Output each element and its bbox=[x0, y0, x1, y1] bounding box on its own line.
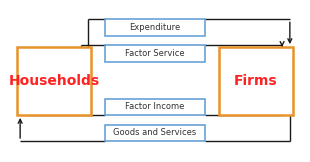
Text: Goods and Services: Goods and Services bbox=[113, 128, 197, 137]
Text: Factor Service: Factor Service bbox=[125, 49, 185, 58]
Text: Households: Households bbox=[9, 74, 100, 88]
Text: Factor Income: Factor Income bbox=[125, 102, 185, 111]
FancyBboxPatch shape bbox=[105, 125, 205, 141]
FancyBboxPatch shape bbox=[219, 47, 293, 115]
FancyBboxPatch shape bbox=[105, 99, 205, 115]
Text: Expenditure: Expenditure bbox=[129, 23, 181, 32]
FancyBboxPatch shape bbox=[105, 45, 205, 62]
FancyBboxPatch shape bbox=[17, 47, 91, 115]
Text: Firms: Firms bbox=[234, 74, 277, 88]
FancyBboxPatch shape bbox=[105, 19, 205, 36]
